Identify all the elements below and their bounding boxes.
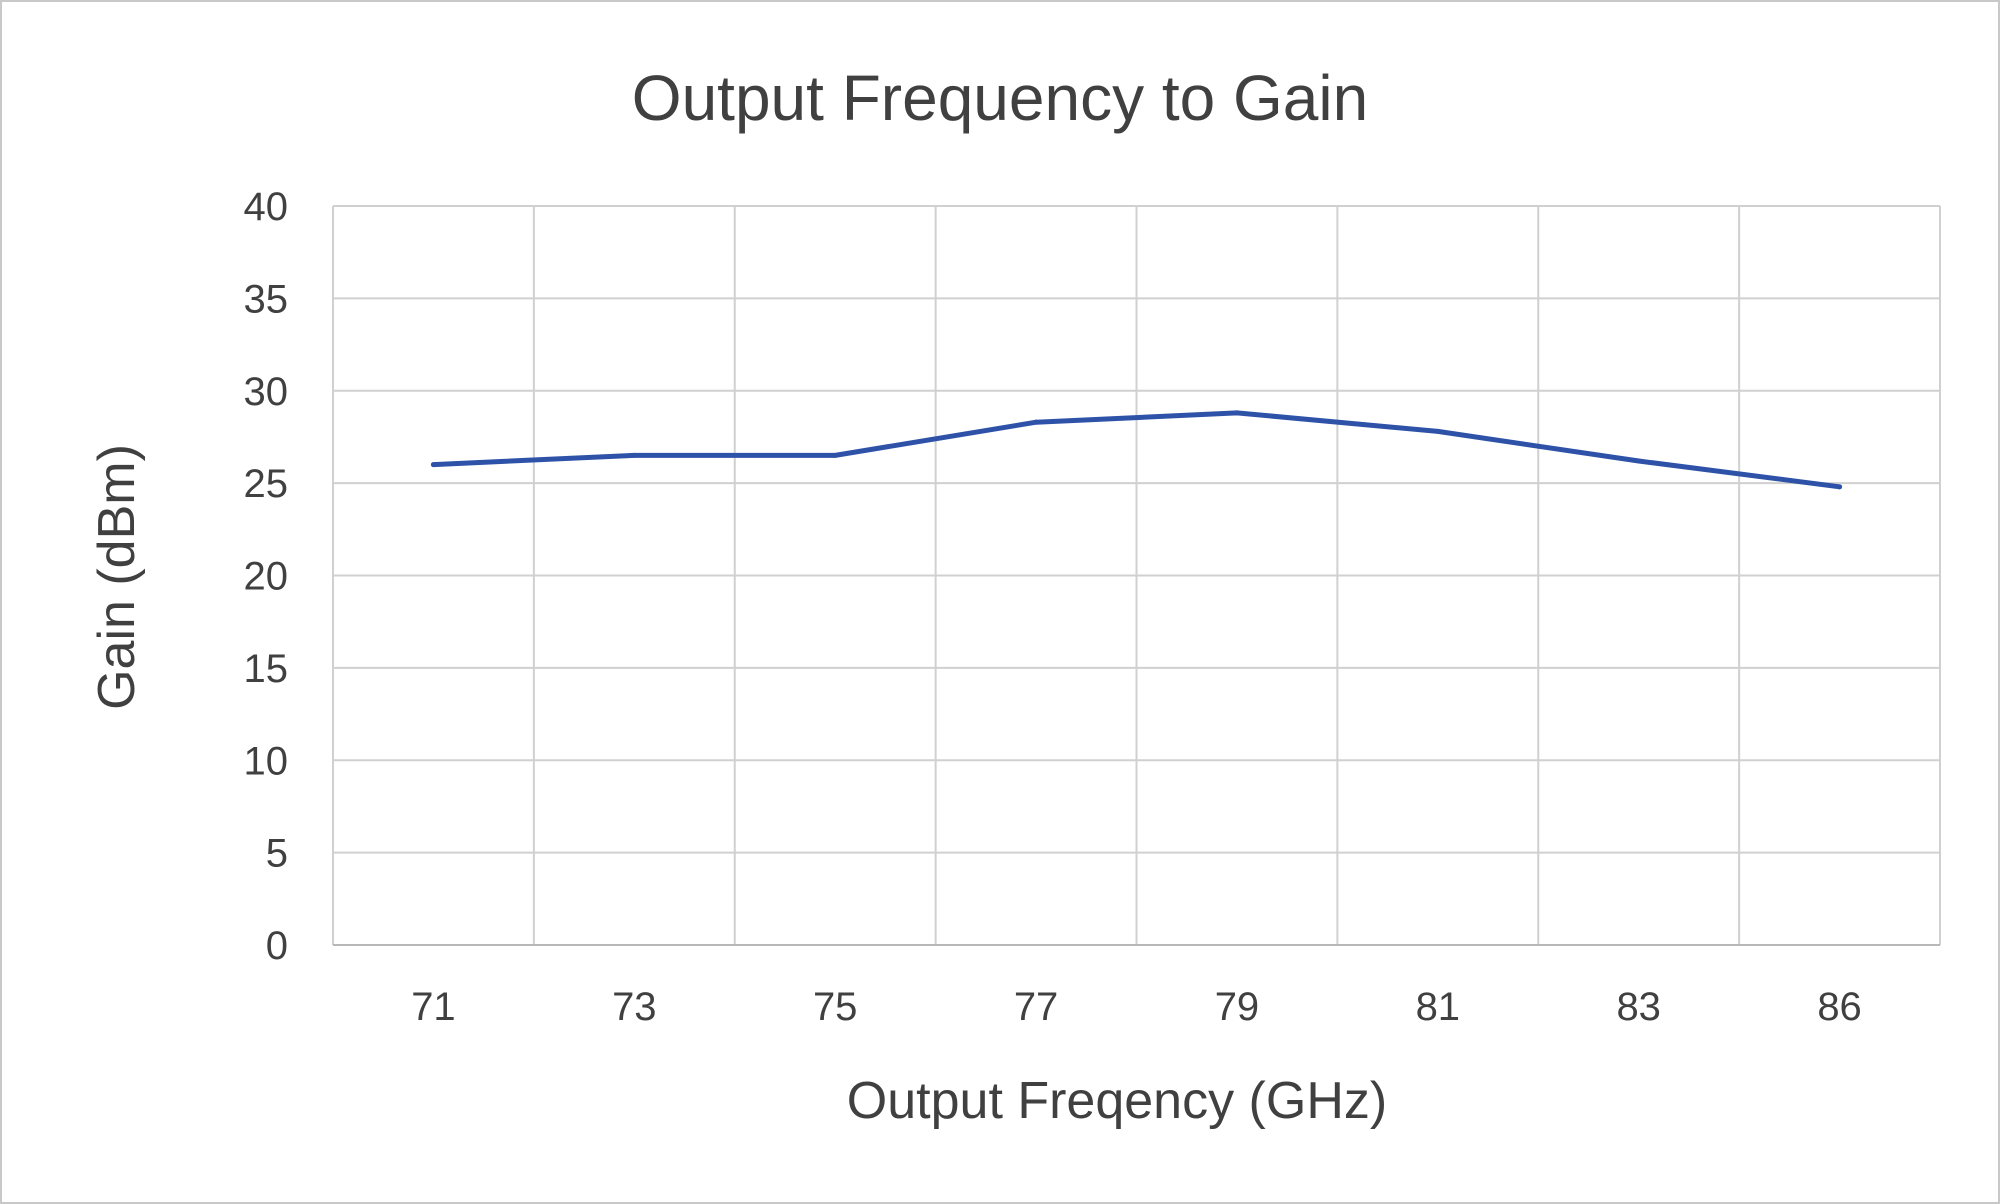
data-point <box>1837 484 1843 490</box>
data-point <box>631 452 637 458</box>
series-layer <box>430 410 1843 490</box>
y-tick-label: 0 <box>266 924 288 968</box>
y-tick-label: 5 <box>266 832 288 876</box>
y-tick-label: 15 <box>244 647 289 691</box>
x-tick-label: 73 <box>612 985 657 1029</box>
data-point <box>1435 428 1441 434</box>
x-tick-label: 86 <box>1817 985 1862 1029</box>
y-tick-label: 30 <box>244 370 289 414</box>
data-point <box>1636 458 1642 464</box>
data-point <box>1234 410 1240 416</box>
y-tick-label: 20 <box>244 555 289 599</box>
y-tick-label: 40 <box>244 185 289 229</box>
y-axis-title: Gain (dBm) <box>88 444 146 710</box>
chart-title: Output Frequency to Gain <box>632 62 1368 134</box>
x-tick-label: 71 <box>411 985 456 1029</box>
y-tick-labels: 0 5 10 15 20 25 30 35 40 <box>244 185 289 968</box>
data-point <box>832 452 838 458</box>
y-tick-label: 10 <box>244 739 289 783</box>
grid <box>332 205 1941 946</box>
x-axis-title: Output Freqency (GHz) <box>847 1072 1387 1130</box>
data-point <box>430 462 436 468</box>
y-tick-label: 25 <box>244 462 289 506</box>
data-point <box>1033 419 1039 425</box>
series-line <box>430 410 1843 490</box>
x-tick-label: 83 <box>1616 985 1661 1029</box>
x-tick-labels: 71 73 75 77 79 81 83 86 <box>411 985 1862 1029</box>
x-tick-label: 77 <box>1014 985 1059 1029</box>
y-tick-label: 35 <box>244 277 289 321</box>
x-tick-label: 75 <box>813 985 858 1029</box>
x-tick-label: 79 <box>1215 985 1260 1029</box>
x-tick-label: 81 <box>1416 985 1461 1029</box>
